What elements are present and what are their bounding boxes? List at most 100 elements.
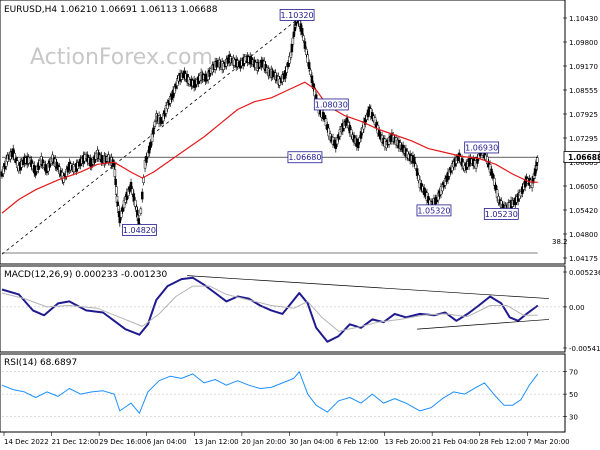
macd-line	[1, 276, 539, 343]
candle-body	[122, 200, 126, 209]
x-tick-label: 6 Feb 12:00	[337, 438, 378, 446]
candle-body	[174, 83, 178, 89]
candle-body	[0, 171, 4, 177]
candle-body	[166, 102, 169, 110]
x-axis: 14 Dec 2022 21 Dec 12:00 29 Dec 16:00 6 Jan…	[3, 432, 570, 446]
candle-body	[521, 186, 524, 194]
last-price-label: 1.06688	[563, 151, 600, 163]
candle-body	[115, 186, 118, 195]
macd-trend-line-1	[417, 319, 550, 330]
candle-body	[164, 105, 168, 114]
candle-body	[62, 175, 65, 183]
x-tick-label: 14 Dec 2022	[4, 438, 49, 446]
candle-body	[176, 78, 179, 86]
candle-body	[358, 137, 361, 143]
macd-trend-lines	[187, 275, 550, 330]
candle-body	[337, 134, 340, 140]
candle-body	[359, 131, 363, 139]
candle-body	[371, 112, 374, 119]
candle-body	[373, 117, 377, 126]
x-tick-label: 21 Dec 12:00	[52, 438, 99, 446]
macd-panel	[0, 265, 566, 353]
rsi-series	[1, 371, 539, 414]
annotation-label: 1.08030	[315, 100, 348, 109]
last-price-box	[563, 151, 600, 163]
annotation-label: 1.06930	[465, 143, 498, 152]
candle-body	[486, 156, 489, 165]
annotation-label: 1.06680	[288, 153, 321, 162]
chart-title: EURUSD,H4 1.06210 1.06691 1.06113 1.0668…	[4, 5, 218, 15]
candle-body	[462, 161, 465, 169]
candle-body	[148, 145, 151, 154]
candle-body	[488, 164, 492, 173]
macd-trend-line-0	[187, 275, 549, 299]
candle-body	[14, 157, 18, 163]
watermark: ActionForex.com	[30, 45, 213, 70]
candle-body	[362, 121, 366, 130]
candle-body	[132, 193, 136, 202]
rsi-title: RSI(14) 68.6897	[4, 358, 77, 368]
candle-body	[536, 157, 539, 163]
annotation-box	[313, 98, 349, 111]
candle-body	[2, 166, 5, 174]
candle-body	[286, 61, 290, 68]
rsi-levels	[2, 371, 563, 417]
candle-body	[139, 208, 143, 214]
candle-body	[65, 168, 68, 177]
x-tick-label: 28 Feb 12:00	[480, 438, 526, 446]
candle-body	[417, 174, 420, 181]
candle-body	[413, 156, 416, 164]
candle-body	[305, 48, 308, 55]
candle-body	[125, 191, 129, 201]
candle-body	[474, 160, 478, 169]
candle-body	[173, 86, 176, 94]
candle-body	[141, 191, 144, 200]
x-tick-label: 30 Jan 04:00	[289, 438, 333, 446]
macd-title: MACD(12,26,9) 0.000233 -0.001230	[4, 270, 167, 280]
y-tick-label: 1.07295	[569, 135, 598, 143]
annotation-box	[464, 141, 500, 154]
candle-body	[302, 35, 305, 41]
candle-body	[34, 168, 37, 176]
annotation-label: 1.05230	[485, 210, 518, 219]
candle-body	[335, 137, 339, 145]
price-panel	[0, 0, 566, 265]
x-tick-label: 7 Mar 20:00	[527, 438, 569, 446]
candle-body	[361, 127, 364, 134]
macd-series	[1, 276, 539, 343]
candle-body	[363, 117, 367, 125]
candle-body	[285, 66, 288, 73]
candle-body	[338, 129, 342, 137]
y-tick-label: 1.10430	[569, 15, 598, 23]
candle-body	[441, 184, 444, 192]
candle-body	[307, 62, 311, 69]
candle-body	[324, 118, 328, 127]
price-y-axis: 1.10430 1.09800 1.09170 1.08555 1.07925 1.072…	[563, 15, 598, 263]
rsi-y-tick-label: 50	[569, 391, 578, 399]
candle-body	[326, 124, 329, 131]
rsi-y-tick-label: 30	[569, 414, 578, 422]
candle-body	[306, 54, 309, 63]
candle-body	[145, 156, 148, 163]
candle-body	[16, 160, 19, 169]
annotation-label: 1.04820	[123, 226, 156, 235]
candle-body	[309, 69, 312, 76]
candle-body	[415, 168, 419, 176]
candle-body	[4, 158, 8, 167]
y-tick-label: 1.09170	[569, 63, 598, 71]
price-series	[0, 11, 539, 234]
candle-body	[118, 214, 122, 224]
fib-level-label: 38.2	[552, 238, 568, 246]
candle-body	[303, 41, 307, 49]
candle-body	[356, 141, 360, 149]
annotation-box	[483, 208, 519, 220]
rsi-line	[1, 371, 539, 414]
candle-body	[448, 169, 451, 177]
y-tick-label: 1.05420	[569, 207, 598, 215]
y-tick-label: 1.06050	[569, 183, 598, 191]
candle-body	[414, 163, 417, 169]
last-price-text: 1.06688	[568, 153, 600, 162]
macd-y-axis: 0.005236 0.00 -0.005416	[2, 269, 600, 353]
candle-body	[284, 70, 287, 79]
